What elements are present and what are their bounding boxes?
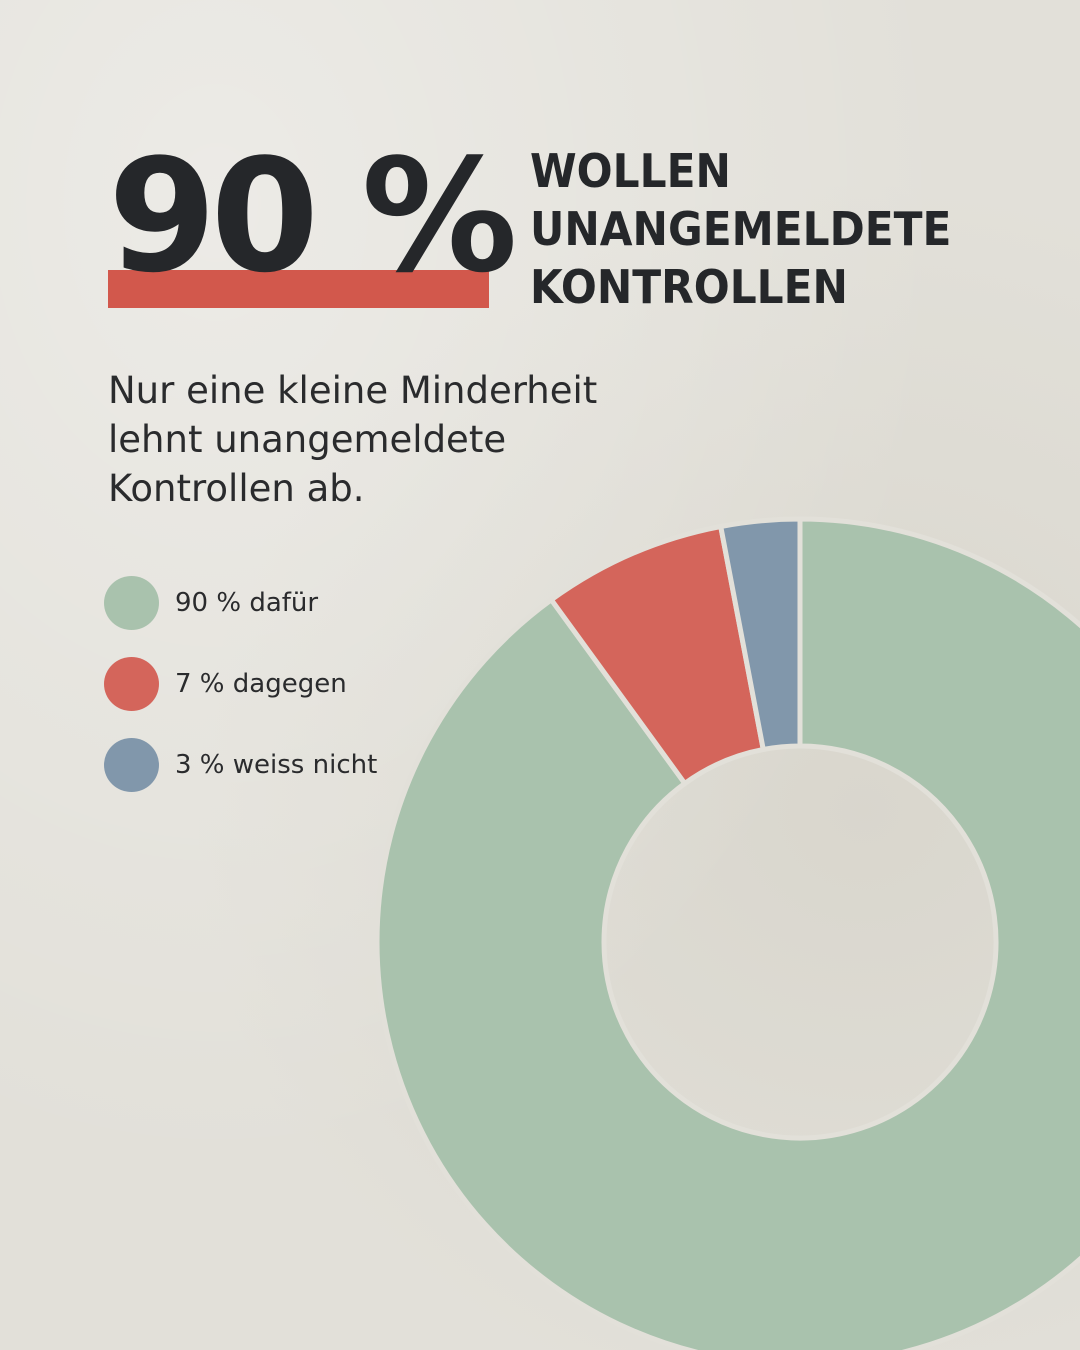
legend-swatch-dagegen: [104, 657, 159, 711]
legend-label-weiss-nicht: 3 % weiss nicht: [175, 750, 378, 780]
legend-label-dagegen: 7 % dagegen: [175, 669, 347, 699]
headline-line-2: UNANGEMELDETE: [530, 202, 952, 256]
subtitle-line-2: lehnt unangemeldete: [108, 418, 507, 461]
headline-big-number: 90 %: [108, 125, 518, 307]
headline-text: WOLLEN UNANGEMELDETE KONTROLLEN: [530, 142, 951, 316]
subtitle-line-1: Nur eine kleine Minderheit: [108, 369, 598, 412]
headline-line-1: WOLLEN: [530, 144, 731, 198]
donut-slice-dafuer: [374, 516, 1080, 1350]
legend-label-dafuer: 90 % dafür: [175, 588, 319, 618]
legend-swatch-weiss-nicht: [104, 738, 159, 792]
headline-number-block: 90 %: [108, 138, 518, 313]
subtitle: Nur eine kleine Minderheit lehnt unangem…: [108, 366, 708, 513]
headline-line-3: KONTROLLEN: [530, 260, 848, 314]
donut-slices: [374, 516, 1080, 1350]
donut-slice-weiss-nicht: [717, 516, 803, 753]
subtitle-line-3: Kontrollen ab.: [108, 467, 365, 510]
legend-swatch-dafuer: [104, 576, 159, 630]
headline-underline-bar: [108, 270, 489, 308]
